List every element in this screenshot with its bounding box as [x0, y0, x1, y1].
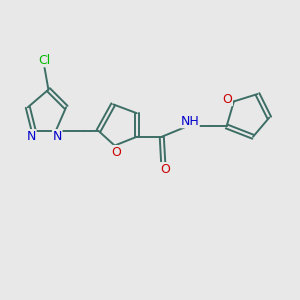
Text: NH: NH: [180, 115, 199, 128]
Text: O: O: [111, 146, 121, 159]
Text: O: O: [223, 93, 232, 106]
Text: O: O: [160, 163, 170, 176]
Text: N: N: [52, 130, 62, 143]
Text: N: N: [27, 130, 36, 143]
Text: Cl: Cl: [38, 54, 50, 67]
